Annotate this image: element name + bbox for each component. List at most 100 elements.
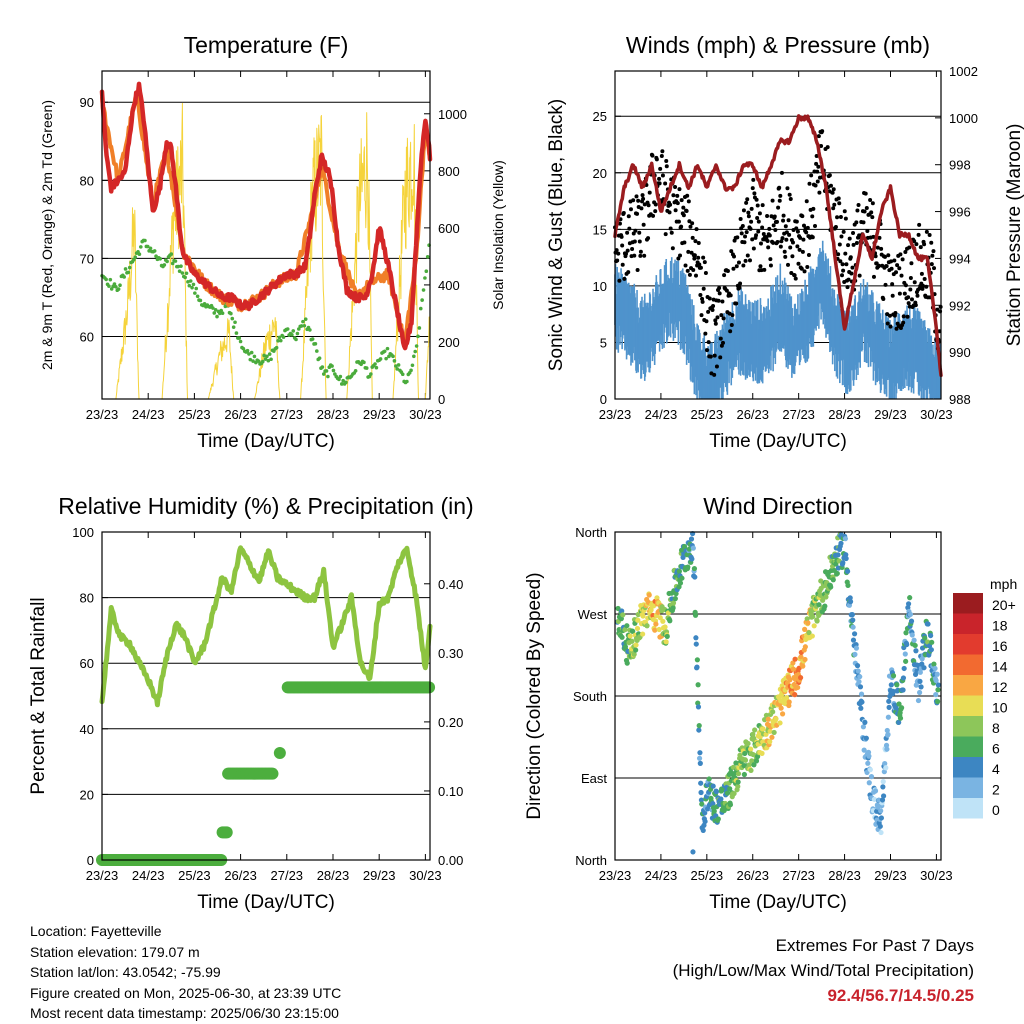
gust-point (697, 262, 702, 267)
direction-point (908, 618, 915, 624)
dewpoint-point (276, 339, 280, 343)
gust-point (901, 314, 906, 319)
direction-point (700, 827, 706, 834)
gust-point (646, 203, 651, 208)
gust-point (877, 235, 882, 240)
direction-point (713, 789, 720, 795)
dewpoint-point (179, 264, 183, 268)
y2-tick-label: 0.00 (438, 853, 463, 868)
direction-point (918, 684, 924, 690)
direction-point (899, 705, 905, 711)
gust-point (801, 237, 806, 242)
dewpoint-point (237, 336, 242, 340)
direction-point (893, 705, 899, 711)
legend-label: 0 (992, 802, 1000, 818)
gust-point (800, 249, 805, 254)
gust-point (843, 216, 848, 221)
direction-point (881, 793, 887, 799)
gust-point (767, 226, 772, 231)
direction-point (763, 712, 770, 718)
direction-point (656, 626, 662, 633)
gust-point (641, 196, 646, 201)
direction-point (890, 688, 896, 694)
direction-point (878, 815, 885, 821)
plot-border (614, 70, 942, 400)
x-tick-label: 29/23 (363, 407, 396, 422)
dewpoint-point (396, 363, 401, 367)
direction-point (662, 624, 668, 630)
direction-point (699, 801, 705, 807)
gust-point (653, 202, 658, 207)
gust-point (663, 232, 668, 237)
gust-point (751, 177, 756, 182)
gust-point (832, 202, 837, 207)
gust-point (830, 190, 835, 195)
gust-point (632, 253, 637, 258)
gust-point (650, 153, 655, 158)
gust-point (772, 214, 777, 219)
x-axis-label: Time (Day/UTC) (197, 892, 335, 913)
direction-point (694, 657, 700, 663)
legend-swatch (953, 716, 983, 737)
gust-point (654, 157, 659, 162)
gust-point (924, 284, 929, 289)
y2-tick-label: 992 (949, 298, 971, 313)
gust-point (848, 255, 853, 260)
dewpoint-point (233, 320, 237, 325)
direction-point (685, 564, 691, 570)
direction-point (934, 671, 940, 677)
direction-point (745, 740, 751, 747)
gust-point (745, 197, 750, 202)
direction-point (863, 735, 869, 741)
gust-point (642, 253, 647, 258)
gust-point (771, 223, 776, 228)
direction-point (770, 709, 776, 715)
y-tick-label: 10 (593, 279, 607, 294)
dewpoint-point (180, 271, 185, 275)
dewpoint-point (320, 365, 325, 369)
gust-point (745, 253, 750, 258)
direction-point (935, 682, 941, 688)
gust-point (634, 194, 639, 199)
direction-point (677, 580, 684, 586)
plot-border (614, 531, 942, 861)
humidity-precip-panel: Relative Humidity (%) & Precipitation (i… (28, 493, 474, 913)
y-tick-label: West (578, 607, 608, 622)
gust-point (624, 251, 629, 256)
gust-point (778, 244, 783, 249)
y-tick-label: 90 (80, 95, 94, 110)
direction-point (792, 656, 798, 662)
dewpoint-point (195, 294, 200, 299)
dewpoint-point (274, 345, 279, 350)
gust-point (849, 271, 854, 276)
dewpoint-point (310, 337, 315, 341)
x-tick-label: 28/23 (317, 868, 350, 883)
direction-point (663, 639, 669, 645)
gust-point (894, 326, 899, 331)
direction-point (633, 642, 639, 648)
gust-point (774, 219, 779, 224)
direction-point (737, 752, 743, 758)
direction-point (883, 742, 890, 748)
direction-point (694, 664, 700, 670)
direction-point (928, 647, 934, 653)
dewpoint-point (143, 238, 147, 243)
direction-point (624, 623, 630, 629)
panel-title: Wind Direction (703, 493, 853, 519)
y2-tick-label: 400 (438, 278, 460, 293)
gust-point (802, 269, 807, 274)
gust-point (699, 313, 704, 318)
gust-point (813, 183, 818, 188)
dewpoint-point (331, 368, 336, 373)
gust-point (841, 229, 846, 234)
gust-point (788, 245, 793, 250)
direction-point (845, 582, 851, 588)
gust-point (841, 268, 846, 273)
gust-point (673, 185, 678, 190)
gust-point (765, 214, 770, 219)
gust-point (903, 283, 908, 288)
dewpoint-point (256, 359, 261, 364)
gust-point (837, 242, 842, 247)
gust-point (885, 321, 890, 326)
direction-point (911, 637, 917, 643)
